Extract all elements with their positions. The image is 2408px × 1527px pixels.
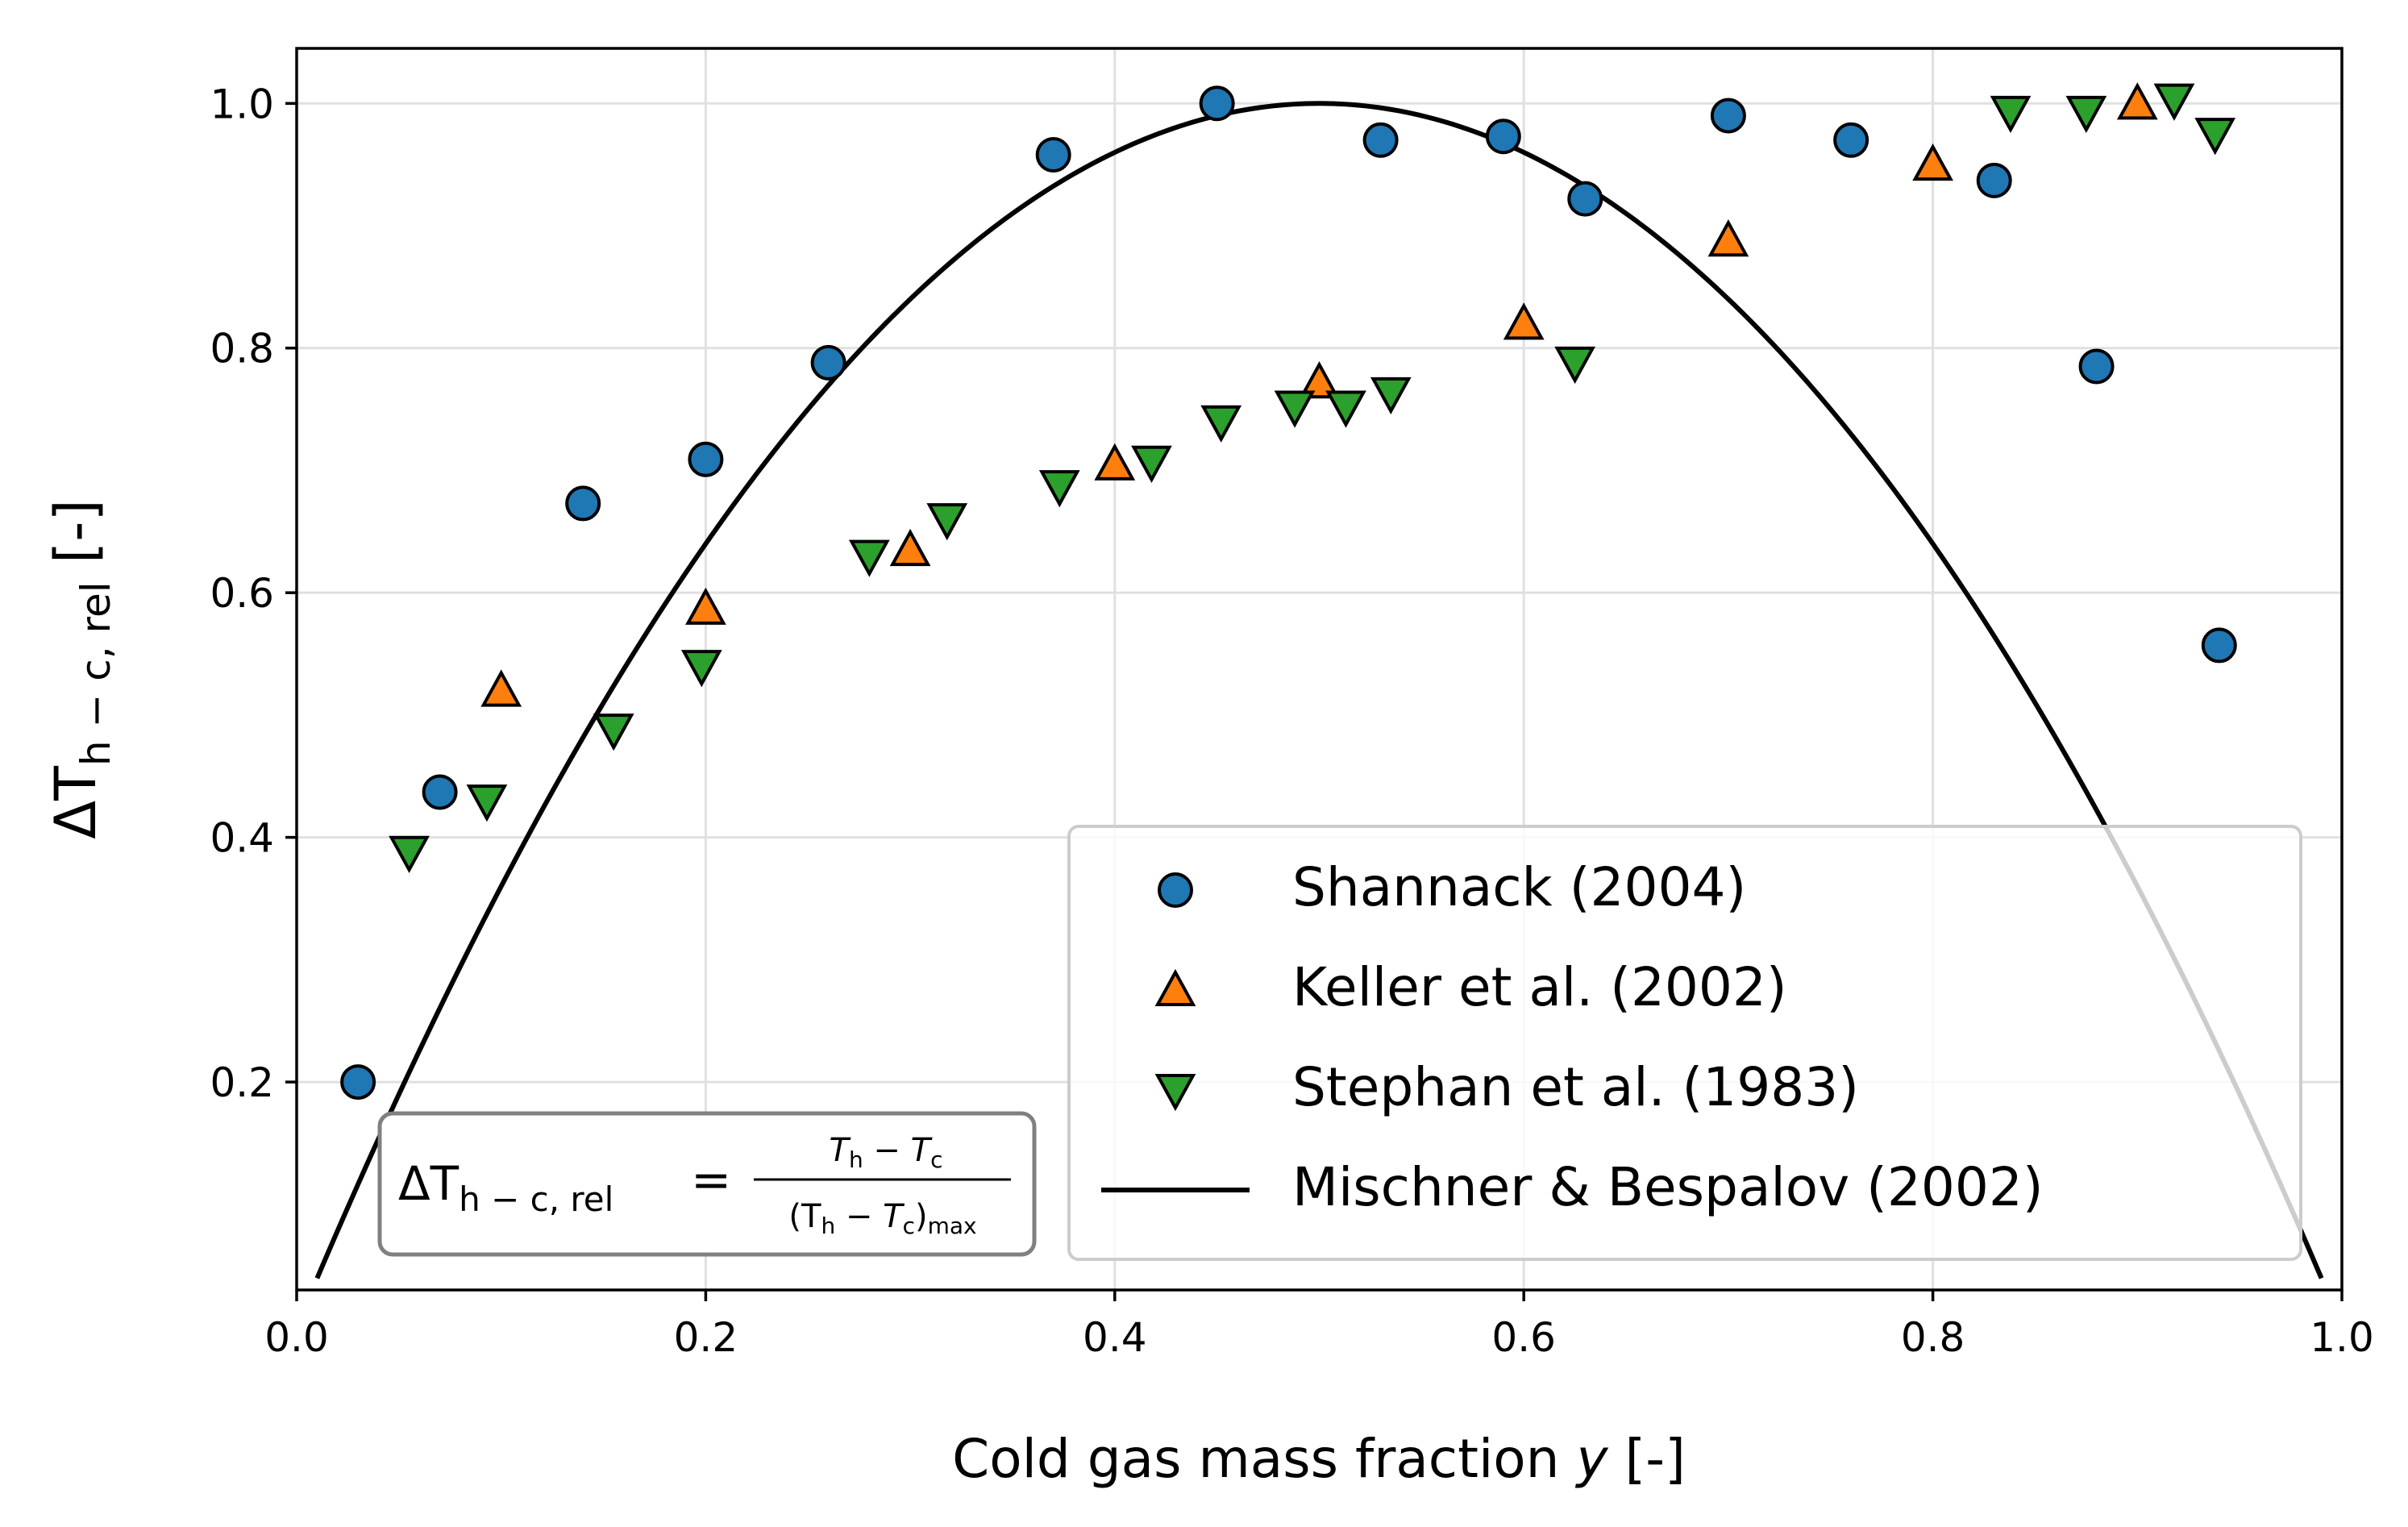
data-point bbox=[1912, 143, 1953, 181]
series-0 bbox=[340, 85, 2237, 1101]
formula-numerator: Th − Tc bbox=[830, 1132, 943, 1173]
fit-curve-mischner bbox=[314, 101, 2324, 1279]
formula-annotation: ΔTh − c, rel = Th − Tc (Th − Tc)max bbox=[377, 1111, 1037, 1257]
y-axis-title: ΔTh − c, rel [-] bbox=[43, 499, 119, 839]
data-point bbox=[810, 344, 846, 381]
legend-marker-0 bbox=[1158, 872, 1193, 908]
data-point bbox=[1990, 95, 2032, 134]
data-point bbox=[1038, 470, 1080, 508]
data-point bbox=[466, 784, 508, 822]
y-tick-label: 1.0 bbox=[210, 81, 274, 127]
legend-markers bbox=[1101, 872, 1250, 1192]
legend-label-stephan: Stephan et al. (1983) bbox=[1292, 1056, 1859, 1118]
data-point bbox=[1485, 119, 1521, 155]
data-point bbox=[340, 1064, 376, 1101]
data-point bbox=[685, 587, 726, 625]
data-point bbox=[2194, 118, 2236, 156]
data-point bbox=[848, 539, 890, 577]
data-point bbox=[1833, 122, 1869, 158]
data-point bbox=[1299, 361, 1340, 399]
y-tick-label: 0.2 bbox=[210, 1059, 274, 1106]
data-point bbox=[1362, 122, 1399, 158]
data-point bbox=[1199, 85, 1235, 122]
x-tick-label: 1.0 bbox=[2310, 1314, 2374, 1361]
data-point bbox=[2153, 83, 2195, 121]
formula-denominator: (Th − Tc)max bbox=[788, 1198, 976, 1239]
formula-equals: = bbox=[691, 1152, 731, 1209]
points-layer bbox=[340, 82, 2237, 1101]
series-2 bbox=[389, 83, 2236, 873]
x-tick-label: 0.8 bbox=[1901, 1314, 1965, 1361]
data-point bbox=[2116, 82, 2158, 120]
y-tick-label: 0.8 bbox=[210, 326, 274, 372]
legend-label-keller: Keller et al. (2002) bbox=[1292, 956, 1787, 1018]
x-axis-title: Cold gas mass fraction y [-] bbox=[952, 1428, 1686, 1490]
data-point bbox=[1503, 302, 1545, 340]
data-point bbox=[422, 774, 458, 810]
data-point bbox=[1274, 390, 1316, 428]
x-tick-label: 0.0 bbox=[264, 1314, 329, 1361]
data-point bbox=[688, 441, 724, 477]
data-point bbox=[1710, 98, 1746, 134]
plot-frame bbox=[295, 47, 2344, 1292]
legend-marker-2 bbox=[1154, 1073, 1196, 1112]
data-point bbox=[1094, 443, 1136, 481]
curve-layer bbox=[314, 101, 2324, 1279]
x-tick-label: 0.6 bbox=[1491, 1314, 1556, 1361]
data-point bbox=[1554, 346, 1596, 385]
formula-lhs: ΔTh − c, rel bbox=[398, 1156, 613, 1219]
data-point bbox=[1035, 137, 1071, 173]
data-point bbox=[680, 650, 722, 688]
legend-label-shannack: Shannack (2004) bbox=[1292, 856, 1746, 918]
data-point bbox=[389, 835, 430, 873]
legend-label-mischner: Mischner & Bespalov (2002) bbox=[1292, 1156, 2044, 1218]
axis-ticks: 0.0 0.2 0.4 0.6 0.8 1.0 0.2 0.4 0.6 0.8 1.0 bbox=[210, 81, 2373, 1361]
data-point bbox=[565, 485, 601, 522]
data-point bbox=[1567, 181, 1603, 217]
data-point bbox=[1707, 219, 1749, 257]
data-point bbox=[1976, 162, 2012, 198]
series-1 bbox=[480, 82, 2158, 707]
y-tick-label: 0.6 bbox=[210, 570, 274, 617]
data-point bbox=[593, 714, 634, 751]
data-point bbox=[1325, 390, 1366, 428]
data-point bbox=[1370, 377, 1412, 415]
data-point bbox=[889, 528, 931, 567]
formula-box bbox=[377, 1111, 1037, 1257]
legend-frame bbox=[1067, 825, 2302, 1261]
data-point bbox=[926, 503, 968, 541]
x-tick-label: 0.4 bbox=[1083, 1314, 1147, 1361]
y-tick-label: 0.4 bbox=[210, 815, 274, 862]
legend-marker-1 bbox=[1154, 968, 1196, 1007]
data-point bbox=[2201, 627, 2237, 664]
data-point bbox=[2078, 348, 2115, 385]
data-point bbox=[480, 669, 522, 707]
data-point bbox=[1200, 405, 1242, 443]
legend: Shannack (2004) Keller et al. (2002) Ste… bbox=[1067, 825, 2302, 1261]
x-tick-label: 0.2 bbox=[674, 1314, 738, 1361]
data-point bbox=[2065, 95, 2107, 134]
data-point bbox=[1131, 445, 1172, 483]
